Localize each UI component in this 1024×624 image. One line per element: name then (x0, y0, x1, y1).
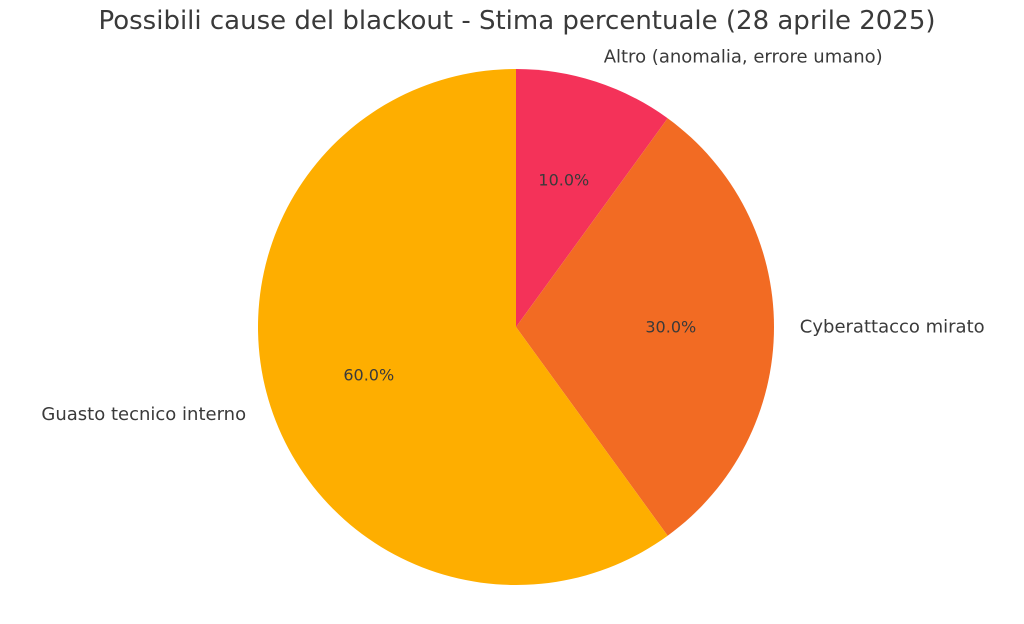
category-label-1: Altro (anomalia, errore umano) (604, 47, 883, 68)
category-label-2: Cyberattacco mirato (800, 317, 985, 338)
category-labels: Altro (anomalia, errore umano) Cyberattac… (41, 47, 984, 426)
category-label-3: Guasto tecnico interno (41, 404, 246, 425)
pie-slices (258, 69, 774, 585)
pie-slice-2 (516, 118, 774, 536)
percent-labels: 10.0% 30.0% 60.0% (343, 170, 696, 384)
chart-title: Possibili cause del blackout - Stima per… (98, 6, 936, 36)
pie-slice-3 (258, 69, 668, 585)
percent-label-3: 60.0% (343, 365, 394, 384)
percent-label-2: 30.0% (645, 318, 696, 337)
percent-label-1: 10.0% (538, 170, 589, 189)
pie-slice-1 (516, 69, 668, 327)
